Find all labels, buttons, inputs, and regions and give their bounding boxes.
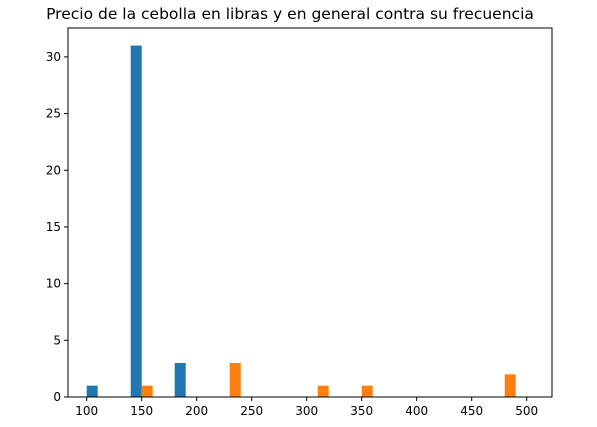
x-tick-label: 500 [515,404,538,418]
bars-layer [86,45,516,397]
x-axis: 100 150 200 250 300 350 400 450 500 [75,397,538,418]
chart-title: Precio de la cebolla en libras y en gene… [46,5,534,23]
bar-series-1-2 [130,45,142,397]
y-tick-label: 20 [46,163,61,177]
bar-series-2-2 [229,362,241,397]
x-tick-label: 150 [130,404,153,418]
bar-series-2-1 [141,385,153,397]
bar-series-2-5 [504,374,516,397]
y-tick-label: 30 [46,50,61,64]
x-tick-label: 100 [75,404,98,418]
y-tick-label: 10 [46,277,61,291]
bar-series-2-3 [317,385,329,397]
x-tick-label: 250 [240,404,263,418]
y-tick-label: 0 [53,390,61,404]
bar-series-1-3 [174,362,186,397]
y-tick-label: 5 [53,333,61,347]
bar-series-1-1 [86,385,98,397]
x-tick-label: 300 [295,404,318,418]
x-tick-label: 350 [350,404,373,418]
x-tick-label: 400 [405,404,428,418]
y-tick-label: 25 [46,107,61,121]
y-tick-label: 15 [46,220,61,234]
x-tick-label: 200 [185,404,208,418]
plot-frame [67,27,553,398]
bar-series-2-4 [361,385,373,397]
x-tick-label: 450 [460,404,483,418]
y-axis: 0 5 10 15 20 25 30 [46,50,68,404]
